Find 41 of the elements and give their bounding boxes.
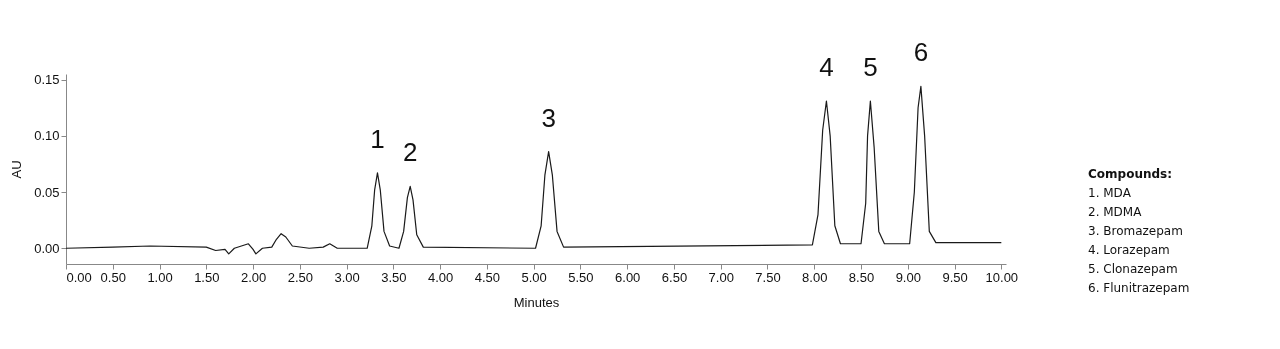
x-tick-label: 7.50 bbox=[755, 269, 781, 285]
x-tick-label: 5.00 bbox=[521, 269, 547, 285]
x-tick-label: 1.00 bbox=[147, 269, 173, 285]
text: 5. Clonazepam bbox=[1088, 262, 1178, 276]
text: 6. Flunitrazepam bbox=[1088, 281, 1190, 295]
x-tick-label: 7.00 bbox=[708, 269, 734, 285]
text: Compounds: bbox=[1088, 167, 1173, 181]
text: 3. Bromazepam bbox=[1088, 224, 1183, 238]
y-axis-title: AU bbox=[9, 160, 25, 179]
y-tick-label: 0.10 bbox=[34, 128, 60, 144]
x-tick-label: 1.50 bbox=[194, 269, 220, 285]
y-tick-label: 0.00 bbox=[34, 240, 60, 256]
x-tick-label: 6.00 bbox=[615, 269, 641, 285]
x-tick-label: 0.00 bbox=[66, 269, 92, 285]
x-tick-label: 9.50 bbox=[942, 269, 968, 285]
text: 2. MDMA bbox=[1088, 205, 1143, 219]
annotation: 3 bbox=[541, 102, 556, 133]
annotation: 2 bbox=[402, 137, 418, 168]
x-tick-label: 2.00 bbox=[240, 269, 267, 285]
x-tick-label: 2.50 bbox=[287, 269, 313, 285]
x-tick-label: 9.00 bbox=[895, 269, 921, 285]
text: 1. MDA bbox=[1088, 186, 1132, 200]
annotation: 1 bbox=[370, 123, 385, 154]
x-tick-label: 8.50 bbox=[848, 269, 875, 285]
x-tick-label: 4.00 bbox=[427, 269, 454, 285]
x-tick-label: 8.00 bbox=[802, 269, 828, 285]
y-tick-label: 0.15 bbox=[34, 72, 60, 88]
line-series bbox=[65, 85, 1002, 255]
annotation: 4 bbox=[819, 51, 834, 82]
x-tick-label: 0.50 bbox=[100, 269, 126, 285]
annotation: 5 bbox=[863, 51, 878, 82]
x-axis-title: Minutes bbox=[513, 294, 560, 310]
text: 4. Lorazepam bbox=[1088, 243, 1170, 257]
x-tick-label: 3.50 bbox=[381, 269, 407, 285]
y-tick-label: 0.05 bbox=[34, 184, 60, 200]
annotation: 6 bbox=[913, 37, 929, 68]
x-tick-label: 10.00 bbox=[985, 269, 1019, 285]
x-tick-label: 6.50 bbox=[661, 269, 688, 285]
x-tick-label: 3.00 bbox=[334, 269, 360, 285]
x-tick-label: 5.50 bbox=[568, 269, 594, 285]
x-tick-label: 4.50 bbox=[474, 269, 501, 285]
